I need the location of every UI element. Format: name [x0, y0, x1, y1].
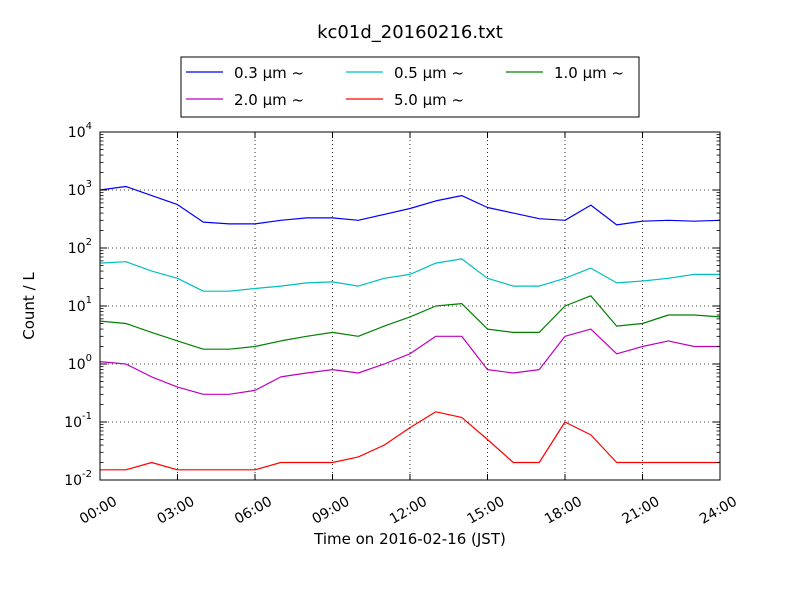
- legend-box: [180, 56, 640, 118]
- y-tick-label: 10-1: [64, 411, 92, 431]
- y-axis-label: Count / L: [20, 272, 38, 340]
- legend-label: 5.0 μm ~: [394, 91, 464, 109]
- series-line: [99, 258, 720, 292]
- legend-label: 1.0 μm ~: [554, 64, 624, 82]
- axis-ticks: [99, 131, 721, 481]
- y-tick-label: 104: [68, 121, 92, 141]
- y-tick-label: 100: [68, 353, 92, 373]
- series-line: [99, 185, 721, 226]
- y-tick-label: 103: [68, 179, 92, 199]
- y-tick-label: 101: [68, 295, 92, 315]
- legend-label: 0.5 μm ~: [394, 64, 464, 82]
- grid: [100, 132, 720, 480]
- series-line: [99, 295, 721, 350]
- series-line: [100, 411, 720, 471]
- series-line: [99, 328, 720, 395]
- legend-label: 0.3 μm ~: [234, 64, 304, 82]
- legend: 0.3 μm ~ 0.5 μm ~ 1.0 μm ~ 2.0 μm ~ 5.0 μm ~: [180, 56, 640, 118]
- legend-label: 2.0 μm ~: [234, 91, 304, 109]
- y-tick-label: 102: [68, 237, 92, 257]
- x-axis-label: Time on 2016-02-16 (JST): [313, 530, 506, 548]
- chart-title: kc01d_20160216.txt: [317, 22, 503, 43]
- series-lines: [99, 185, 721, 471]
- y-tick-label: 10-2: [64, 469, 92, 489]
- y-tick-labels: 10-2 10-1 100 101 102 103 104: [64, 121, 92, 489]
